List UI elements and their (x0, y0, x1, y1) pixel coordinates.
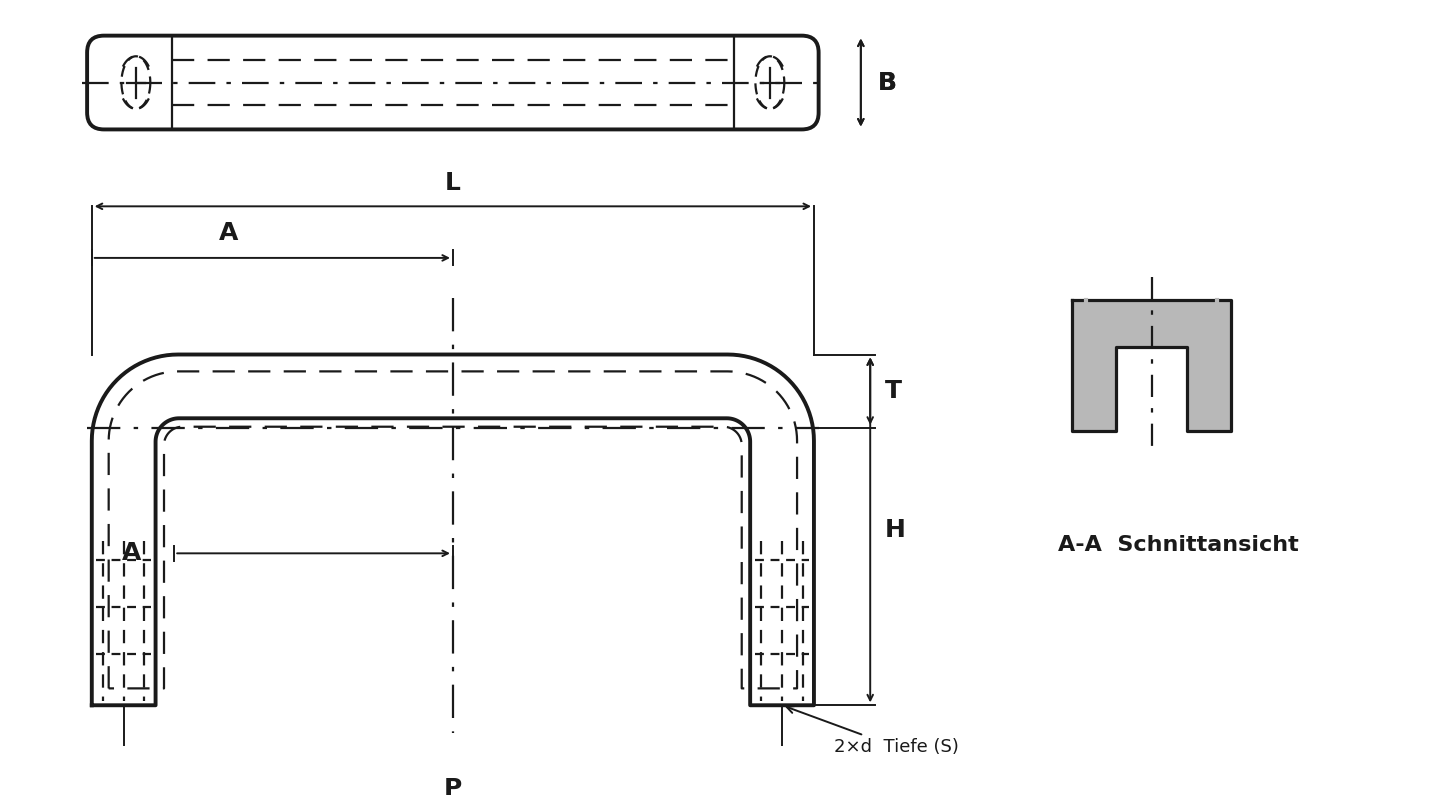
Text: A: A (123, 541, 142, 565)
Text: 2×d  Tiefe (S): 2×d Tiefe (S) (786, 706, 958, 756)
Polygon shape (1072, 300, 1231, 432)
Text: P: P (444, 777, 462, 795)
Text: A-A  Schnittansicht: A-A Schnittansicht (1058, 534, 1299, 555)
Text: L: L (445, 171, 461, 195)
Text: H: H (886, 518, 906, 542)
Text: B: B (877, 71, 897, 95)
Text: T: T (886, 379, 902, 403)
Text: A: A (220, 221, 238, 245)
Text: B: B (877, 71, 897, 95)
FancyBboxPatch shape (87, 36, 819, 130)
